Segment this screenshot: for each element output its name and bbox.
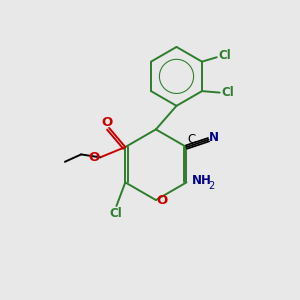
- Text: O: O: [102, 116, 113, 128]
- Text: N: N: [209, 131, 219, 144]
- Text: Cl: Cl: [221, 86, 234, 99]
- Text: C: C: [188, 133, 196, 146]
- Text: Cl: Cl: [219, 49, 231, 62]
- Text: O: O: [89, 152, 100, 164]
- Text: 2: 2: [208, 181, 214, 191]
- Text: NH: NH: [192, 174, 212, 188]
- Text: Cl: Cl: [109, 207, 122, 220]
- Text: O: O: [157, 194, 168, 207]
